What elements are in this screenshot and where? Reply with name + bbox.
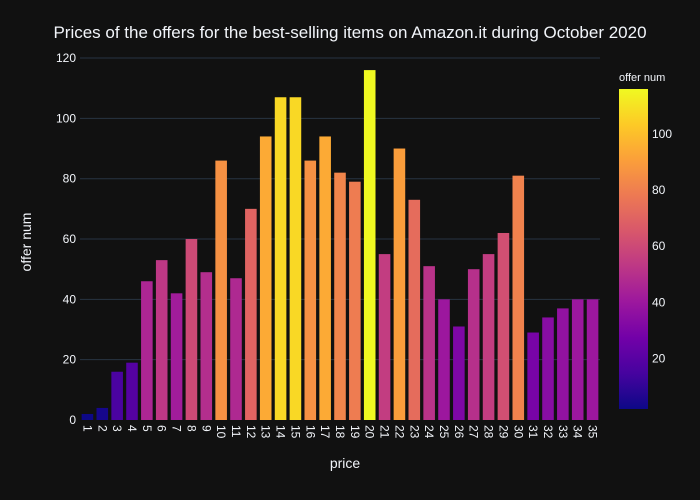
bar-17 (319, 136, 331, 420)
colorbar-tick-label: 100 (652, 127, 672, 141)
y-tick-label: 80 (63, 172, 77, 186)
x-tick-label: 13 (259, 425, 273, 439)
bar-20 (363, 70, 376, 420)
bar-14 (274, 97, 287, 420)
y-tick-labels: 0 20 40 60 80 100 120 (56, 51, 76, 427)
y-tick-label: 60 (63, 232, 77, 246)
bar-23 (408, 199, 421, 420)
bar-35 (586, 299, 599, 420)
bar-16 (304, 160, 317, 421)
bar-26 (453, 326, 465, 420)
y-axis-title: offer num (18, 213, 34, 272)
x-tick-label: 1 (80, 425, 94, 432)
bar-10 (215, 160, 227, 421)
bar-28 (482, 254, 495, 420)
x-tick-label: 2 (95, 425, 109, 432)
x-axis-title: price (330, 455, 361, 471)
bar-4 (126, 362, 138, 420)
colorbar-tick-labels: 20 40 60 80 100 (652, 127, 672, 366)
x-tick-label: 16 (303, 425, 317, 439)
x-tick-label: 5 (140, 425, 154, 432)
x-tick-label: 18 (333, 425, 347, 439)
x-tick-label: 31 (526, 425, 540, 439)
chart-title: Prices of the offers for the best-sellin… (53, 23, 646, 42)
x-tick-label: 15 (288, 425, 302, 439)
bar-24 (423, 266, 435, 420)
bar-5 (141, 281, 153, 420)
bar-34 (571, 299, 584, 420)
x-tick-label: 32 (541, 425, 555, 439)
x-tick-label: 17 (318, 425, 332, 439)
colorbar-tick-label: 40 (652, 295, 666, 309)
bar-11 (230, 278, 242, 420)
x-tick-label: 24 (422, 425, 436, 439)
x-tick-label: 27 (467, 425, 481, 439)
y-tick-label: 120 (56, 51, 76, 65)
bar-3 (111, 371, 123, 420)
x-tick-label: 26 (452, 425, 466, 439)
x-tick-label: 20 (363, 425, 377, 439)
bars (81, 70, 599, 421)
bar-27 (467, 269, 480, 420)
colorbar-tick-label: 20 (652, 351, 666, 365)
x-tick-label: 19 (348, 425, 362, 439)
y-tick-label: 100 (56, 111, 76, 125)
x-tick-label: 14 (274, 425, 288, 439)
bar-30 (512, 175, 525, 420)
y-tick-label: 20 (63, 353, 77, 367)
bar-33 (557, 308, 569, 420)
y-tick-label: 40 (63, 292, 77, 306)
x-tick-label: 11 (229, 425, 243, 438)
bar-15 (289, 97, 302, 420)
bar-12 (245, 208, 257, 420)
x-tick-label: 7 (170, 425, 184, 432)
x-tick-label: 10 (214, 425, 228, 439)
x-tick-label: 6 (155, 425, 169, 432)
colorbar-tick-label: 80 (652, 183, 666, 197)
bar-2 (96, 407, 109, 420)
bar-25 (438, 299, 450, 420)
bar-19 (349, 181, 361, 420)
x-tick-label: 23 (407, 425, 421, 439)
x-tick-label: 33 (556, 425, 570, 439)
bar-13 (259, 136, 272, 420)
colorbar-title: offer num (619, 72, 665, 84)
x-tick-label: 12 (244, 425, 258, 439)
bar-31 (527, 332, 539, 420)
x-tick-labels: 1 2 3 4 5 6 7 8 9 10 11 12 13 14 15 16 17 18 19 20 21 22 23 24 2… (80, 425, 599, 439)
bar-22 (393, 148, 406, 420)
bar-8 (185, 239, 198, 420)
colorbar-tick-label: 60 (652, 239, 666, 253)
x-tick-label: 21 (378, 425, 392, 439)
x-tick-label: 8 (184, 425, 198, 432)
bar-6 (155, 260, 168, 420)
bar-32 (542, 317, 554, 420)
x-tick-label: 34 (571, 425, 585, 439)
x-tick-label: 3 (110, 425, 124, 432)
x-tick-label: 35 (586, 425, 600, 439)
x-tick-label: 4 (125, 425, 139, 432)
bar-9 (200, 272, 213, 420)
bar-1 (81, 413, 94, 420)
x-tick-label: 25 (437, 425, 451, 439)
x-tick-label: 9 (199, 425, 213, 432)
x-tick-label: 29 (496, 425, 510, 439)
bar-29 (497, 232, 510, 420)
colorbar (619, 89, 648, 409)
y-tick-label: 0 (69, 413, 76, 427)
bar-7 (170, 293, 183, 420)
bar-21 (378, 254, 391, 420)
bar-18 (334, 172, 346, 420)
x-tick-label: 28 (482, 425, 496, 439)
x-tick-label: 22 (392, 425, 406, 439)
x-tick-label: 30 (511, 425, 525, 439)
